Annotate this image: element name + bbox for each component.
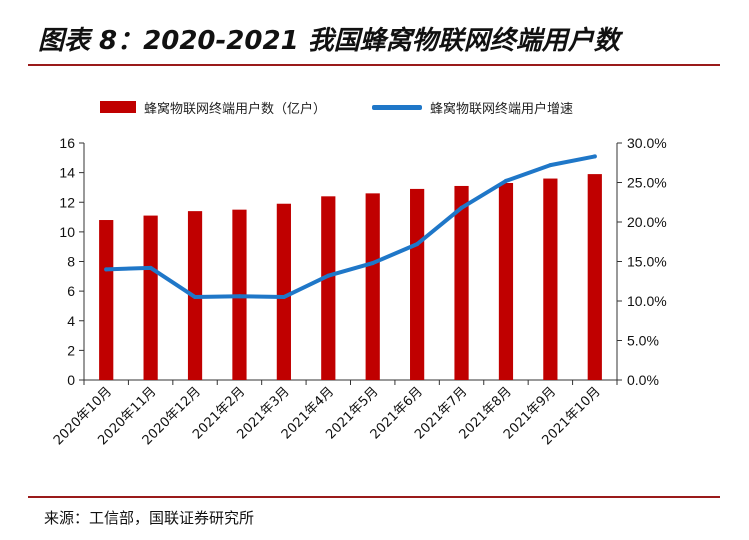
growth-point — [193, 295, 198, 300]
legend-line-swatch — [372, 104, 423, 110]
growth-point — [237, 294, 242, 299]
left-tick-label: 10 — [59, 224, 75, 240]
figure-title: 图表 8：2020-2021 我国蜂窝物联网终端用户数 — [38, 26, 620, 56]
right-tick-label: 5.0% — [627, 333, 659, 349]
source-note: 来源：工信部，国联证券研究所 — [44, 509, 255, 527]
left-tick-label: 12 — [59, 194, 75, 210]
growth-point — [104, 267, 109, 272]
right-tick-label: 10.0% — [627, 293, 667, 309]
combo-chart: 0 2 4 6 8 10 12 14 16 0.0% 5.0% 10.0% 15.0% 20.0% 25.0… — [51, 135, 667, 448]
top-divider — [28, 64, 720, 66]
bar — [321, 196, 336, 380]
legend-item-bars: 蜂窝物联网终端用户数（亿户） — [100, 98, 326, 117]
right-tick-label: 30.0% — [627, 135, 667, 151]
left-tick-label: 14 — [59, 165, 75, 181]
bar — [498, 182, 514, 380]
right-tick-label: 25.0% — [627, 175, 667, 191]
left-tick-label: 0 — [67, 372, 75, 388]
legend-bar-label: 蜂窝物联网终端用户数（亿户） — [144, 101, 327, 117]
right-tick-label: 15.0% — [627, 254, 667, 270]
bar — [143, 215, 158, 380]
left-tick-label: 6 — [67, 283, 75, 299]
left-tick-label: 16 — [59, 135, 75, 151]
right-tick-label: 0.0% — [627, 372, 659, 388]
legend-line-label: 蜂窝物联网终端用户增速 — [430, 101, 574, 117]
growth-line — [104, 154, 597, 300]
chart-legend: 蜂窝物联网终端用户数（亿户） 蜂窝物联网终端用户增速 — [100, 96, 619, 118]
growth-point — [148, 265, 153, 270]
right-tick-label: 20.0% — [627, 214, 667, 230]
growth-point — [370, 261, 375, 266]
bar — [587, 174, 602, 380]
legend-item-line: 蜂窝物联网终端用户增速 — [372, 98, 573, 117]
legend-bar-swatch — [100, 101, 136, 113]
growth-point — [548, 163, 553, 168]
bar — [454, 185, 469, 380]
growth-point — [415, 242, 420, 247]
left-tick-label: 4 — [67, 313, 75, 329]
growth-point — [503, 178, 508, 183]
bar — [543, 178, 558, 380]
growth-point — [326, 273, 331, 278]
bar — [410, 188, 425, 380]
bar — [365, 193, 380, 380]
growth-point — [592, 154, 597, 159]
growth-point — [281, 295, 286, 300]
bottom-divider — [28, 496, 720, 498]
left-tick-label: 2 — [67, 342, 75, 358]
bar — [276, 203, 291, 380]
left-tick-label: 8 — [67, 254, 75, 270]
growth-point — [459, 205, 464, 210]
bar — [99, 220, 114, 380]
